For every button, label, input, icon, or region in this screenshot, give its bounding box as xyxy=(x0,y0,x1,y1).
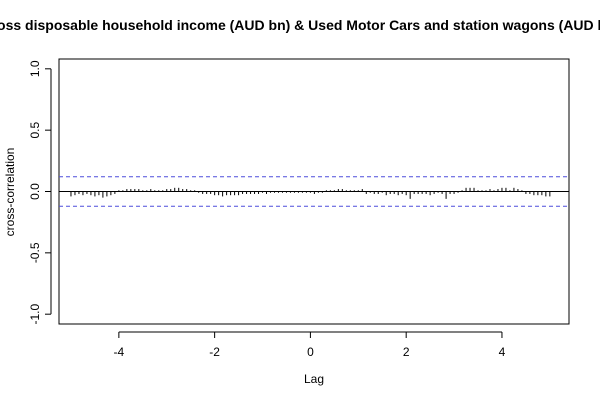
x-tick-label: -2 xyxy=(209,345,220,359)
y-tick-label: -0.5 xyxy=(28,242,42,263)
chart-title: Gross disposable household income (AUD b… xyxy=(0,17,600,33)
x-tick-label: 2 xyxy=(403,345,410,359)
x-tick-label: 0 xyxy=(307,345,314,359)
x-tick-label: 4 xyxy=(499,345,506,359)
y-axis-label: cross-correlation xyxy=(3,148,17,237)
x-axis: -4 -2 0 2 4 xyxy=(114,331,506,359)
ccf-bars xyxy=(70,187,551,199)
y-tick-label: 1.0 xyxy=(28,60,42,77)
y-tick-label: 0.5 xyxy=(28,121,42,138)
x-tick-label: -4 xyxy=(114,345,125,359)
x-axis-label: Lag xyxy=(304,372,324,386)
y-tick-label: 0.0 xyxy=(28,183,42,200)
y-tick-label: -1.0 xyxy=(28,304,42,325)
y-axis: -1.0 -0.5 0.0 0.5 1.0 xyxy=(28,60,52,325)
